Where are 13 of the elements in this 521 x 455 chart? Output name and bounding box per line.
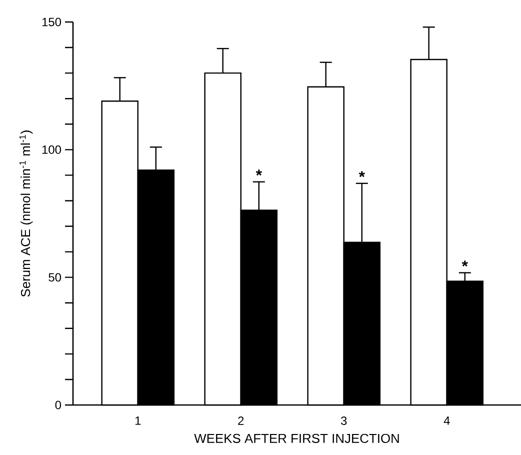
x-tick-label: 4	[444, 416, 450, 425]
y-axis-title: Serum ACE (nmol min$^{-1}$ ml$^{-1}$)	[19, 130, 33, 297]
y-tick-label: 150	[42, 18, 62, 26]
y-tick-label: 50	[48, 273, 62, 282]
x-tick-label: 2	[238, 416, 244, 425]
annotation: *	[358, 171, 365, 178]
x-tick-label: 3	[340, 416, 347, 425]
annotation: *	[256, 170, 262, 176]
y-tick-label: 0	[55, 400, 62, 410]
y-tick-label: 100	[42, 145, 62, 154]
x-axis-title: WEEKS AFTER FIRST INJECTION	[194, 434, 399, 443]
x-tick-label: 1	[135, 416, 141, 425]
annotation: *	[462, 260, 468, 267]
